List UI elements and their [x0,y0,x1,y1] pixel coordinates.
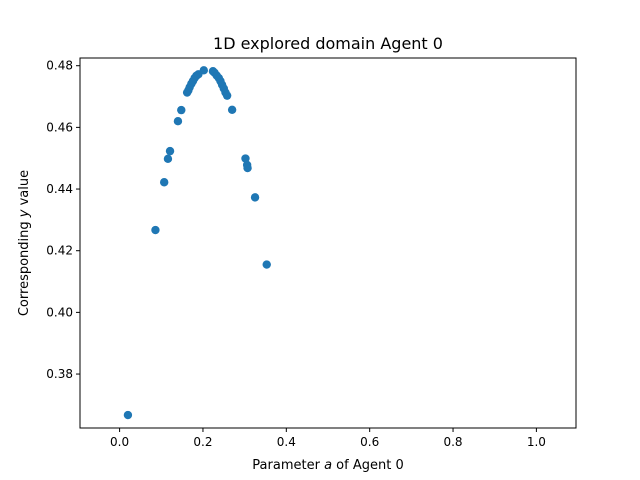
data-point [123,410,133,420]
plot-area [80,58,576,428]
data-point [241,154,250,163]
x-tick-label: 0.6 [360,435,379,449]
y-tick-label: 0.48 [46,59,73,73]
data-point [222,91,232,100]
data-point [243,163,252,173]
data-point [165,146,175,156]
data-point [159,178,169,187]
x-axis-ticks: 0.0 0.2 0.4 0.6 0.8 1.0 [110,428,546,449]
data-point [151,225,160,235]
x-tick-label: 0.4 [277,435,296,449]
y-axis-label: Corresponding y value [17,170,32,316]
data-points [123,66,271,420]
plot-frame [79,57,577,429]
chart-title: 1D explored domain Agent 0 [213,34,443,53]
x-tick-label: 0.0 [110,435,129,449]
data-point [262,260,271,269]
y-tick-label: 0.46 [46,120,73,134]
data-point [199,66,208,75]
x-tick-label: 1.0 [527,435,546,449]
y-tick-label: 0.38 [46,367,73,381]
y-tick-label: 0.42 [46,244,73,258]
y-axis-ticks: 0.38 0.40 0.42 0.44 0.46 0.48 [46,59,80,381]
data-point [250,193,260,202]
data-point [163,154,173,164]
data-point [177,105,186,115]
y-tick-label: 0.44 [46,182,73,196]
x-tick-label: 0.2 [193,435,212,449]
y-tick-label: 0.40 [46,305,73,319]
x-axis-label: Parameter a of Agent 0 [252,458,403,473]
data-point [227,105,237,115]
x-tick-label: 0.8 [443,435,462,449]
data-point [173,117,183,126]
